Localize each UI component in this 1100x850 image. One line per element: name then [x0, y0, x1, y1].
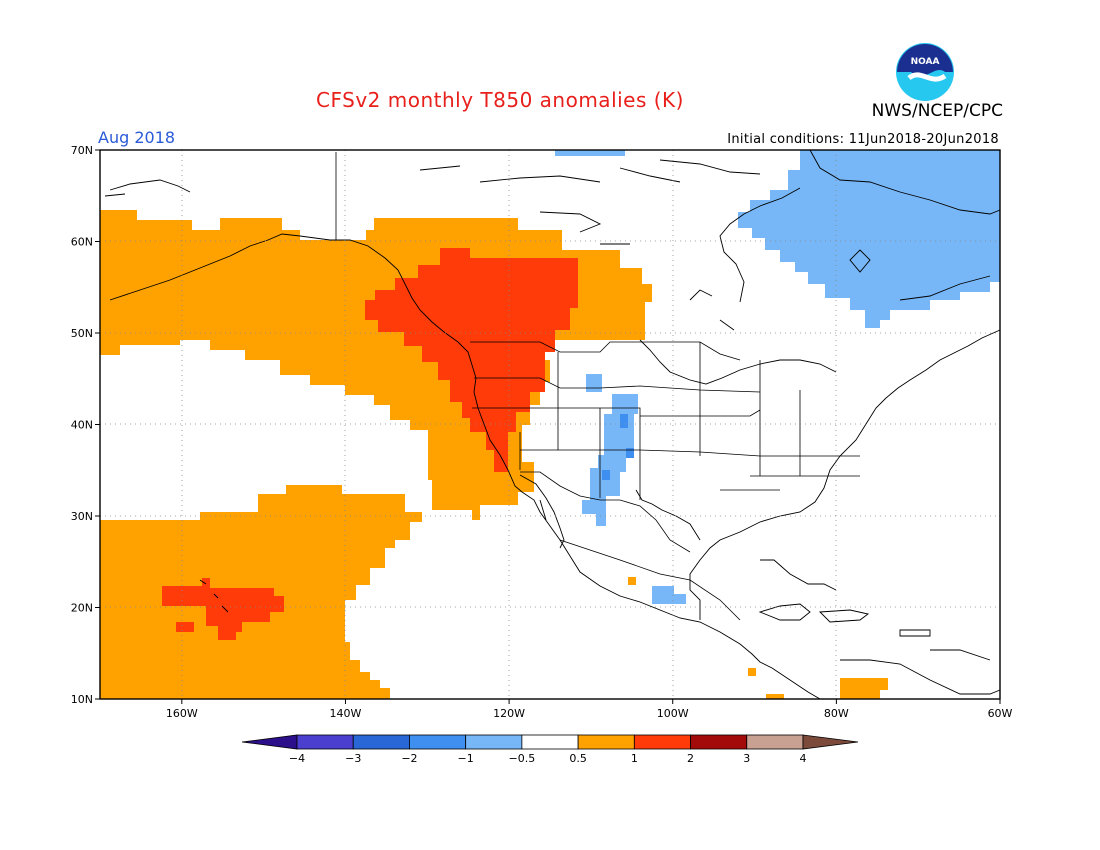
colorbar-label: 0.5 — [569, 752, 587, 765]
coastlines — [104, 149, 1001, 700]
lon-tick-label: 60W — [988, 707, 1013, 720]
chart-title: CFSv2 monthly T850 anomalies (K) — [316, 88, 684, 112]
colorbar-label: −1 — [458, 752, 474, 765]
colorbar-label: 3 — [743, 752, 750, 765]
gridlines — [100, 150, 1000, 699]
colorbar-swatch — [409, 734, 467, 750]
colorbar-right-arrow — [802, 734, 859, 750]
colorbar-label: −0.5 — [509, 752, 536, 765]
colorbar-swatch — [521, 734, 579, 750]
colorbar-label: 4 — [800, 752, 807, 765]
colorbar-left-arrow — [241, 734, 298, 750]
colorbar-swatch — [296, 734, 354, 750]
lat-tick-label: 70N — [71, 144, 93, 157]
noaa-logo: NOAA — [895, 42, 955, 102]
lat-tick-label: 30N — [71, 510, 93, 523]
lon-tick-label: 100W — [657, 707, 689, 720]
colorbar-swatch — [465, 734, 523, 750]
lat-tick-label: 60N — [71, 236, 93, 249]
lon-tick-label: 80W — [824, 707, 849, 720]
lat-tick-label: 10N — [71, 693, 93, 706]
colorbar-swatch — [690, 734, 748, 750]
colorbar: −4 −3 −2 −1 −0.5 0.5 1 2 3 4 — [241, 734, 859, 765]
colorbar-swatch — [746, 734, 804, 750]
org-label: NWS/NCEP/CPC — [871, 101, 1003, 121]
lat-tick-label: 20N — [71, 602, 93, 615]
mid-cool-anomaly-cells — [602, 414, 634, 480]
noaa-logo-text: NOAA — [911, 57, 940, 67]
colorbar-label: 1 — [631, 752, 638, 765]
lat-tick-label: 50N — [71, 327, 93, 340]
map-axes: 160W 140W 120W 100W 80W 60W 70N 60N 50N 40N 30N 20N… — [71, 144, 1013, 720]
colorbar-swatch — [577, 734, 635, 750]
lon-tick-label: 120W — [493, 707, 525, 720]
colorbar-label: 2 — [687, 752, 694, 765]
colorbar-label: −4 — [289, 752, 305, 765]
initial-conditions-label: Initial conditions: 11Jun2018-20Jun2018 — [727, 132, 999, 147]
lon-tick-label: 140W — [330, 707, 362, 720]
lon-tick-label: 160W — [166, 707, 198, 720]
colorbar-swatch — [633, 734, 691, 750]
colorbar-label: −3 — [345, 752, 361, 765]
colorbar-label: −2 — [401, 752, 417, 765]
colorbar-swatch — [352, 734, 410, 750]
strong-warm-anomaly-regions — [162, 248, 578, 640]
political-borders — [335, 152, 860, 621]
lat-tick-label: 40N — [71, 419, 93, 432]
valid-month-label: Aug 2018 — [98, 128, 176, 147]
